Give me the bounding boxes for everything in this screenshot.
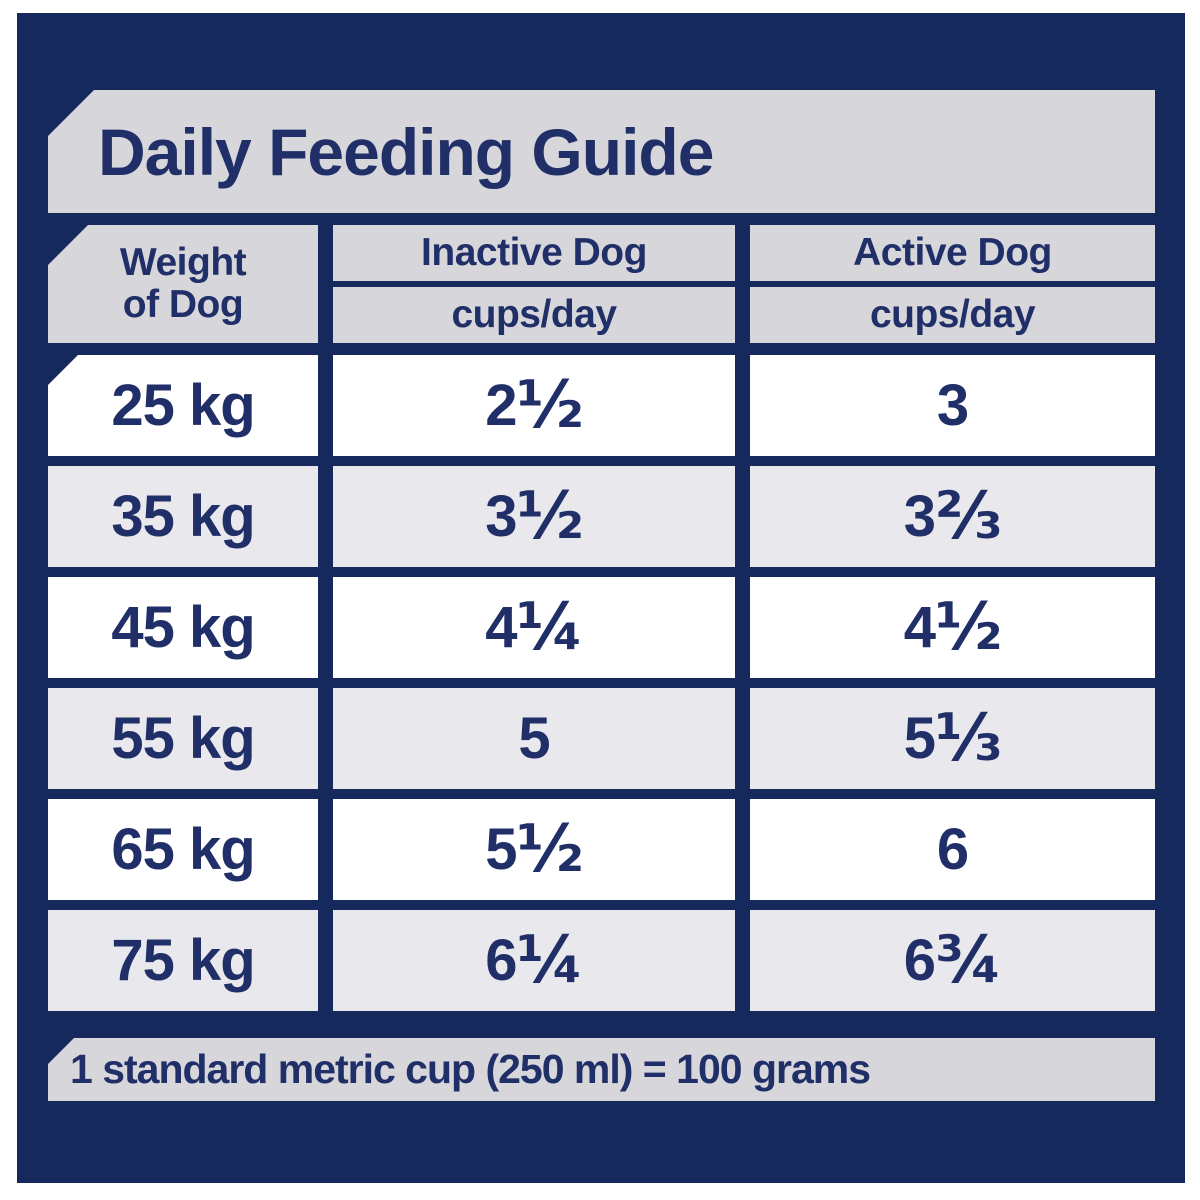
header-active-unit: cups/day: [750, 287, 1155, 343]
inactive-cell: 5: [333, 688, 735, 789]
title-banner: Daily Feeding Guide: [48, 90, 1155, 213]
active-cell: 5 ⅓: [750, 688, 1155, 789]
weight-cell: 75 kg: [48, 910, 318, 1011]
weight-cell: 55 kg: [48, 688, 318, 789]
header-weight-text: Weight of Dog: [119, 240, 247, 326]
header-active-group: Active Dog cups/day: [750, 225, 1155, 343]
active-cell: 3: [750, 355, 1155, 456]
navy-panel: Daily Feeding Guide Weight of Dog Inacti…: [17, 13, 1185, 1183]
weight-cell: 35 kg: [48, 466, 318, 567]
active-cell: 4 ½: [750, 577, 1155, 678]
header-active-dog: Active Dog: [750, 225, 1155, 281]
active-cell: 3 ⅔: [750, 466, 1155, 567]
footnote-text: 1 standard metric cup (250 ml) = 100 gra…: [70, 1046, 871, 1092]
weight-cell: 65 kg: [48, 799, 318, 900]
active-cell: 6: [750, 799, 1155, 900]
table-body: 25 kg 2 ½ 3 35 kg 3 ½ 3 ⅔ 45 kg 4 ¼ 4 ½ …: [48, 355, 1155, 1011]
inactive-cell: 3 ½: [333, 466, 735, 567]
header-inactive-unit: cups/day: [333, 287, 735, 343]
header-weight-line2: of Dog: [122, 283, 244, 326]
inactive-cell: 2 ½: [333, 355, 735, 456]
inactive-cell: 4 ¼: [333, 577, 735, 678]
inactive-cell: 6 ¼: [333, 910, 735, 1011]
weight-cell: 25 kg: [48, 355, 318, 456]
page-title: Daily Feeding Guide: [98, 114, 714, 189]
header-weight-line1: Weight: [119, 240, 247, 284]
weight-cell: 45 kg: [48, 577, 318, 678]
table-header: Weight of Dog Inactive Dog cups/day Acti…: [48, 225, 1155, 343]
active-cell: 6 ¾: [750, 910, 1155, 1011]
header-weight-of-dog: Weight of Dog: [48, 225, 318, 343]
header-inactive-dog: Inactive Dog: [333, 225, 735, 281]
content-area: Daily Feeding Guide Weight of Dog Inacti…: [48, 13, 1155, 1183]
header-inactive-group: Inactive Dog cups/day: [333, 225, 735, 343]
footnote-bar: 1 standard metric cup (250 ml) = 100 gra…: [48, 1038, 1155, 1101]
inactive-cell: 5 ½: [333, 799, 735, 900]
